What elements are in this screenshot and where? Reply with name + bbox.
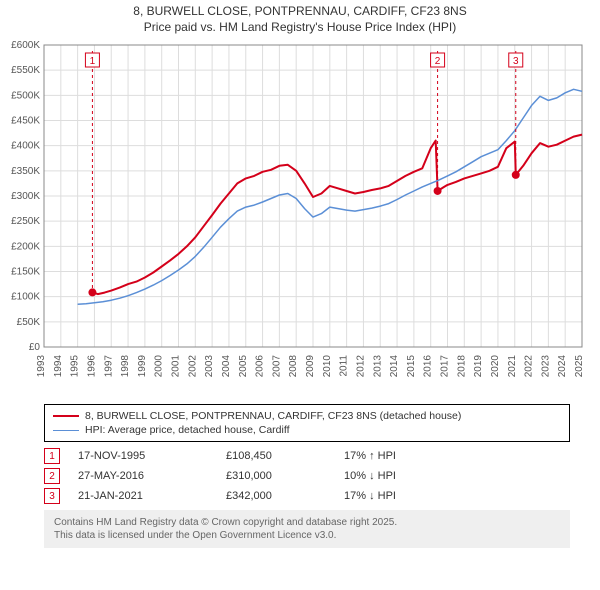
y-tick-label: £550K <box>11 65 40 76</box>
x-tick-label: 2019 <box>473 355 484 378</box>
x-tick-label: 2013 <box>372 355 383 378</box>
x-tick-label: 2015 <box>406 355 417 378</box>
legend-label: 8, BURWELL CLOSE, PONTPRENNAU, CARDIFF, … <box>85 410 461 422</box>
footer-attribution: Contains HM Land Registry data © Crown c… <box>44 510 570 548</box>
y-tick-label: £150K <box>11 267 40 278</box>
x-tick-label: 2009 <box>305 355 316 378</box>
footer-line1: Contains HM Land Registry data © Crown c… <box>54 516 560 529</box>
sale-date: 21-JAN-2021 <box>78 490 208 502</box>
sale-pct: 17% ↓ HPI <box>344 490 444 502</box>
x-tick-label: 2021 <box>507 355 518 378</box>
x-tick-label: 1995 <box>70 355 81 378</box>
y-tick-label: £400K <box>11 141 40 152</box>
sale-marker-number: 3 <box>513 56 519 67</box>
sale-number-box: 2 <box>44 468 60 484</box>
sale-price: £342,000 <box>226 490 326 502</box>
y-tick-label: £50K <box>17 317 41 328</box>
x-tick-label: 1994 <box>53 355 64 378</box>
sale-date: 17-NOV-1995 <box>78 450 208 462</box>
y-tick-label: £100K <box>11 292 40 303</box>
x-tick-label: 2024 <box>557 355 568 378</box>
x-tick-label: 2016 <box>423 355 434 378</box>
y-tick-label: £200K <box>11 242 40 253</box>
x-tick-label: 2014 <box>389 355 400 378</box>
x-tick-label: 1999 <box>137 355 148 378</box>
legend-row: HPI: Average price, detached house, Card… <box>53 423 561 437</box>
x-tick-label: 2025 <box>574 355 585 378</box>
x-tick-label: 2000 <box>154 355 165 378</box>
legend-row: 8, BURWELL CLOSE, PONTPRENNAU, CARDIFF, … <box>53 409 561 423</box>
y-tick-label: £0 <box>29 342 41 353</box>
chart-area: £0 £50K £100K £150K £200K £250K £300K £350K £400… <box>0 37 600 400</box>
title-line2: Price paid vs. HM Land Registry's House … <box>8 20 592 36</box>
sale-number-box: 3 <box>44 488 60 504</box>
sale-marker-dot <box>512 171 520 179</box>
sale-marker-dot <box>88 289 96 297</box>
x-tick-label: 2001 <box>171 355 182 378</box>
x-tick-label: 2018 <box>456 355 467 378</box>
x-tick-label: 2023 <box>540 355 551 378</box>
sale-marker-dot <box>434 187 442 195</box>
sale-pct: 10% ↓ HPI <box>344 470 444 482</box>
sale-marker-number: 1 <box>90 56 96 67</box>
x-tick-label: 2011 <box>339 355 350 377</box>
legend-swatch <box>53 415 79 417</box>
x-tick-label: 1997 <box>103 355 114 378</box>
y-tick-label: £300K <box>11 191 40 202</box>
sale-row: 1 17-NOV-1995 £108,450 17% ↑ HPI <box>44 446 570 466</box>
sale-marker-number: 2 <box>435 56 441 67</box>
x-tick-label: 2002 <box>187 355 198 378</box>
x-tick-label: 2008 <box>288 355 299 378</box>
x-tick-label: 1993 <box>36 355 47 378</box>
sale-row: 3 21-JAN-2021 £342,000 17% ↓ HPI <box>44 486 570 506</box>
sale-price: £108,450 <box>226 450 326 462</box>
title-line1: 8, BURWELL CLOSE, PONTPRENNAU, CARDIFF, … <box>8 4 592 20</box>
sales-table: 1 17-NOV-1995 £108,450 17% ↑ HPI 2 27-MAY-201… <box>44 446 570 506</box>
footer-line2: This data is licensed under the Open Gov… <box>54 529 560 542</box>
series-price_paid <box>92 135 582 295</box>
x-tick-label: 2020 <box>490 355 501 378</box>
sale-date: 27-MAY-2016 <box>78 470 208 482</box>
y-tick-label: £600K <box>11 40 40 51</box>
x-tick-label: 2003 <box>204 355 215 378</box>
y-tick-label: £500K <box>11 91 40 102</box>
x-tick-label: 2006 <box>255 355 266 378</box>
sale-number-box: 1 <box>44 448 60 464</box>
x-tick-label: 2007 <box>271 355 282 378</box>
x-tick-label: 2017 <box>440 355 451 378</box>
x-tick-label: 2010 <box>322 355 333 378</box>
x-tick-label: 1996 <box>86 355 97 378</box>
sale-row: 2 27-MAY-2016 £310,000 10% ↓ HPI <box>44 466 570 486</box>
x-tick-label: 2005 <box>238 355 249 378</box>
x-tick-label: 2012 <box>355 355 366 378</box>
y-tick-label: £250K <box>11 216 40 227</box>
legend-label: HPI: Average price, detached house, Card… <box>85 424 290 436</box>
line-chart-svg: £0 £50K £100K £150K £200K £250K £300K £350K £400… <box>0 37 600 397</box>
sale-pct: 17% ↑ HPI <box>344 450 444 462</box>
x-tick-label: 2022 <box>524 355 535 378</box>
legend-swatch <box>53 430 79 431</box>
y-tick-label: £350K <box>11 166 40 177</box>
x-tick-label: 2004 <box>221 355 232 378</box>
sale-price: £310,000 <box>226 470 326 482</box>
chart-title: 8, BURWELL CLOSE, PONTPRENNAU, CARDIFF, … <box>0 0 600 37</box>
y-tick-label: £450K <box>11 116 40 127</box>
legend: 8, BURWELL CLOSE, PONTPRENNAU, CARDIFF, … <box>44 404 570 442</box>
x-tick-label: 1998 <box>120 355 131 378</box>
